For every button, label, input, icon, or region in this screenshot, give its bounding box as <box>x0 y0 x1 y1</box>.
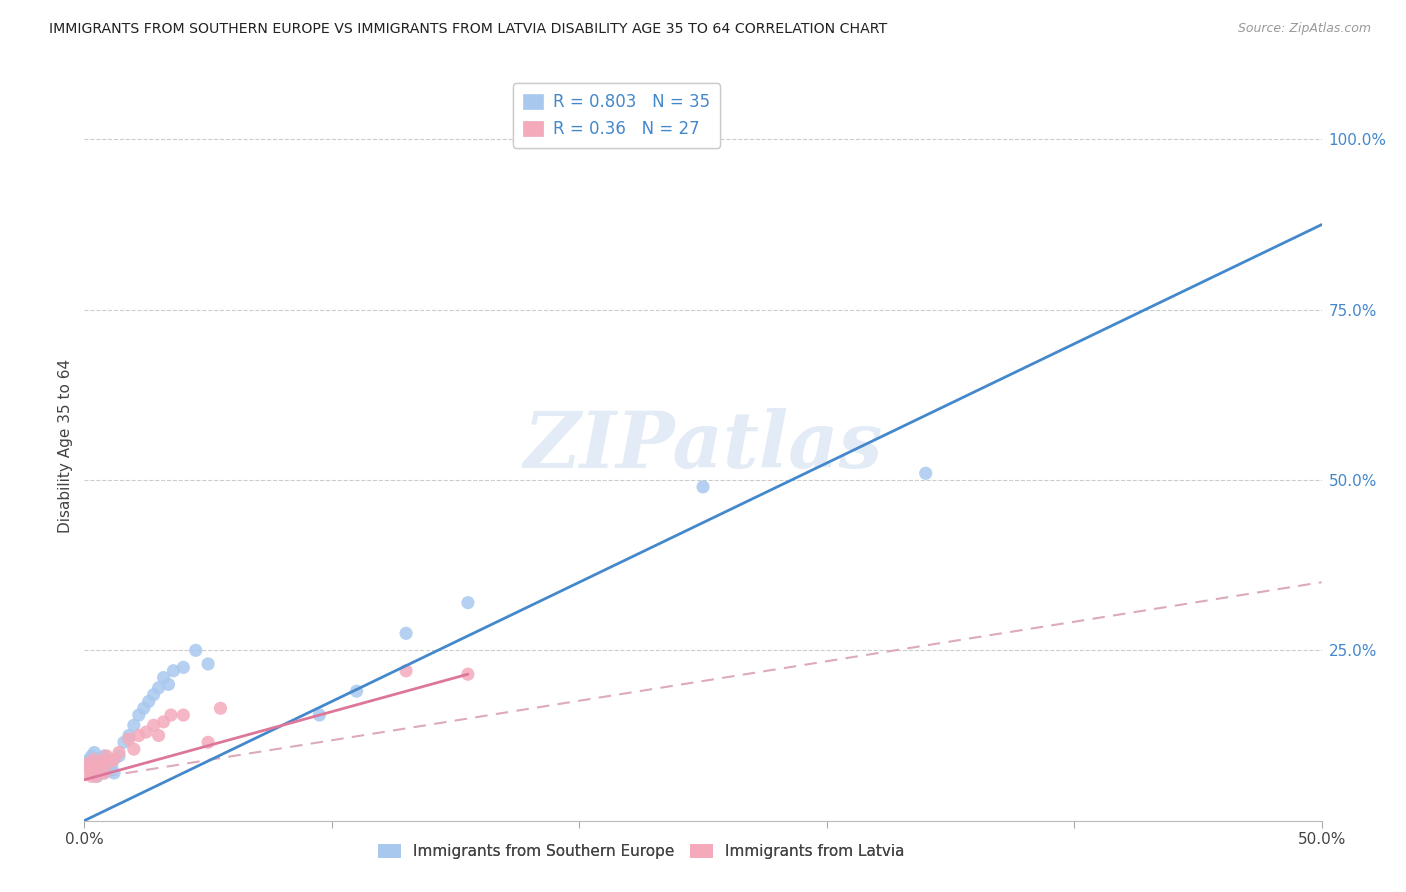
Point <box>172 660 194 674</box>
Point <box>142 688 165 702</box>
Point <box>914 467 936 481</box>
Point <box>108 748 131 763</box>
Point <box>122 742 145 756</box>
Point <box>96 748 118 763</box>
Point <box>152 714 174 729</box>
Point <box>83 746 105 760</box>
Point <box>89 759 111 773</box>
Point <box>395 664 418 678</box>
Point <box>79 756 101 770</box>
Point <box>457 667 479 681</box>
Point <box>132 701 155 715</box>
Point <box>76 766 98 780</box>
Point <box>308 708 330 723</box>
Point <box>692 480 714 494</box>
Point <box>172 708 194 723</box>
Point <box>80 769 103 783</box>
Point <box>457 596 479 610</box>
Point <box>152 671 174 685</box>
Point <box>86 769 108 783</box>
Y-axis label: Disability Age 35 to 64: Disability Age 35 to 64 <box>58 359 73 533</box>
Text: ZIPatlas: ZIPatlas <box>523 408 883 484</box>
Point <box>83 752 105 766</box>
Point <box>100 759 122 773</box>
Point <box>79 752 101 766</box>
Point <box>118 731 141 746</box>
Point <box>138 694 160 708</box>
Point <box>90 756 112 770</box>
Point <box>148 729 170 743</box>
Point <box>128 729 150 743</box>
Point <box>93 766 115 780</box>
Point <box>108 746 131 760</box>
Point <box>346 684 368 698</box>
Point <box>160 708 183 723</box>
Point <box>197 735 219 749</box>
Point <box>103 752 125 766</box>
Point <box>89 759 111 773</box>
Point <box>112 735 135 749</box>
Point <box>157 677 180 691</box>
Point <box>98 756 121 770</box>
Point <box>395 626 418 640</box>
Point <box>103 766 125 780</box>
Point <box>197 657 219 671</box>
Point <box>80 763 103 777</box>
Point <box>128 708 150 723</box>
Point <box>80 759 103 773</box>
Point <box>79 763 101 777</box>
Point <box>93 766 115 780</box>
Point <box>76 756 98 770</box>
Point <box>118 729 141 743</box>
Point <box>148 681 170 695</box>
Point <box>79 759 101 773</box>
Legend: Immigrants from Southern Europe, Immigrants from Latvia: Immigrants from Southern Europe, Immigra… <box>371 838 911 865</box>
Point <box>98 756 121 770</box>
Text: IMMIGRANTS FROM SOUTHERN EUROPE VS IMMIGRANTS FROM LATVIA DISABILITY AGE 35 TO 6: IMMIGRANTS FROM SOUTHERN EUROPE VS IMMIG… <box>49 22 887 37</box>
Point <box>184 643 207 657</box>
Point <box>93 748 115 763</box>
Point <box>142 718 165 732</box>
Text: Source: ZipAtlas.com: Source: ZipAtlas.com <box>1237 22 1371 36</box>
Point <box>209 701 232 715</box>
Point <box>80 748 103 763</box>
Point <box>86 769 108 783</box>
Point <box>122 718 145 732</box>
Point <box>90 752 112 766</box>
Point <box>162 664 184 678</box>
Point <box>135 725 157 739</box>
